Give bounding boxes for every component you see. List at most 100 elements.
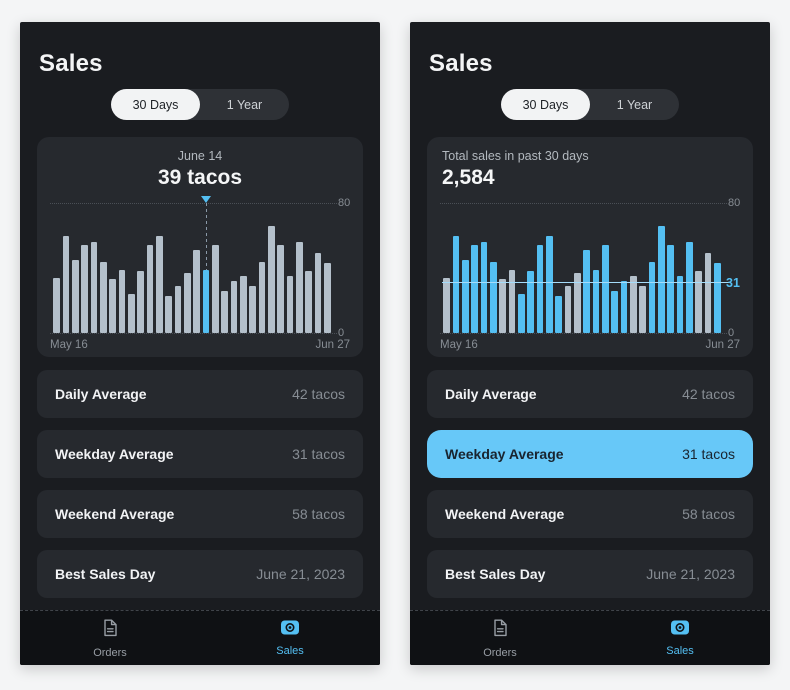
x-axis-labels: May 16 Jun 27 [440, 339, 740, 351]
bar[interactable] [564, 285, 572, 333]
stats-list: Daily Average 42 tacos Weekday Average 3… [37, 370, 363, 610]
tab-label: Orders [483, 646, 517, 659]
total-sales-caption: Total sales in past 30 days [442, 149, 589, 163]
segment-1-year[interactable]: 1 Year [226, 97, 263, 112]
bar[interactable] [527, 271, 535, 333]
bar[interactable] [499, 279, 507, 333]
bar[interactable] [713, 263, 721, 333]
bar[interactable] [183, 272, 191, 333]
bar[interactable] [517, 294, 525, 333]
tab-sales[interactable]: Sales [200, 611, 380, 665]
gridline-80 [440, 203, 727, 204]
bar[interactable] [555, 295, 563, 333]
bar[interactable] [471, 245, 479, 333]
bar[interactable] [99, 261, 107, 333]
bar[interactable] [146, 245, 154, 333]
stat-row-weekend-average[interactable]: Weekend Average 58 tacos [37, 490, 363, 538]
document-icon [490, 618, 510, 643]
bar[interactable] [62, 235, 70, 333]
bar[interactable] [267, 225, 275, 333]
tab-sales[interactable]: Sales [590, 611, 770, 665]
bar[interactable] [536, 245, 544, 333]
bar[interactable] [639, 285, 647, 333]
bar[interactable] [137, 271, 145, 333]
bar[interactable] [443, 277, 451, 333]
bar[interactable] [71, 259, 79, 333]
bar[interactable] [109, 279, 117, 333]
segment-30-days[interactable]: 30 Days [111, 89, 200, 120]
bar[interactable] [286, 276, 294, 333]
bar[interactable] [323, 263, 331, 333]
bar[interactable] [211, 245, 219, 333]
bottom-tab-bar: Orders Sales [20, 610, 380, 665]
bar[interactable] [155, 235, 163, 333]
stat-row-daily-average[interactable]: Daily Average 42 tacos [427, 370, 753, 418]
bar[interactable] [452, 235, 460, 333]
cash-icon [280, 619, 300, 641]
bar[interactable] [53, 277, 61, 333]
bar[interactable] [489, 261, 497, 333]
bar[interactable] [314, 253, 322, 333]
bar[interactable] [221, 290, 229, 333]
bar[interactable] [480, 242, 488, 333]
bar[interactable] [305, 271, 313, 333]
y-axis-tick-80: 80 [728, 197, 741, 209]
bar[interactable] [249, 285, 257, 333]
bar[interactable] [629, 276, 637, 333]
bar[interactable] [239, 276, 247, 333]
bar[interactable] [667, 245, 675, 333]
bar[interactable] [258, 261, 266, 333]
bar[interactable] [118, 269, 126, 333]
bar[interactable] [508, 269, 516, 333]
bar[interactable] [704, 253, 712, 333]
stat-row-weekday-average-highlighted[interactable]: Weekday Average 31 tacos [427, 430, 753, 478]
bar[interactable] [193, 250, 201, 333]
bar[interactable] [127, 294, 135, 333]
bar-chart[interactable] [442, 203, 731, 333]
stat-row-best-sales-day[interactable]: Best Sales Day June 21, 2023 [427, 550, 753, 598]
bar[interactable] [461, 259, 469, 333]
bar[interactable] [230, 281, 238, 333]
bar[interactable] [90, 242, 98, 333]
bar[interactable] [620, 281, 628, 333]
stat-row-weekend-average[interactable]: Weekend Average 58 tacos [427, 490, 753, 538]
selected-date-label: June 14 [177, 149, 223, 163]
gridline-80 [50, 203, 337, 204]
bar[interactable] [601, 245, 609, 333]
bar[interactable] [295, 242, 303, 333]
bar[interactable] [81, 245, 89, 333]
stat-value: 42 tacos [682, 386, 735, 402]
tab-label: Orders [93, 646, 127, 659]
bar[interactable] [676, 276, 684, 333]
bar[interactable] [277, 245, 285, 333]
bar-chart[interactable] [52, 196, 332, 333]
bar[interactable] [545, 235, 553, 333]
stat-value: 58 tacos [682, 506, 735, 522]
bar[interactable] [657, 225, 665, 333]
x-axis-end-label: Jun 27 [705, 339, 740, 351]
tab-orders[interactable]: Orders [20, 611, 200, 665]
bar[interactable] [695, 271, 703, 333]
stat-row-best-sales-day[interactable]: Best Sales Day June 21, 2023 [37, 550, 363, 598]
bar[interactable] [174, 285, 182, 333]
time-range-segmented-control: 30 Days 1 Year [111, 89, 289, 120]
bar[interactable] [648, 261, 656, 333]
bar[interactable] [611, 290, 619, 333]
stat-row-weekday-average[interactable]: Weekday Average 31 tacos [37, 430, 363, 478]
stat-row-daily-average[interactable]: Daily Average 42 tacos [37, 370, 363, 418]
stat-label: Daily Average [445, 386, 537, 402]
stat-label: Best Sales Day [445, 566, 546, 582]
bar[interactable] [573, 272, 581, 333]
bar[interactable] [583, 250, 591, 333]
bar[interactable] [685, 242, 693, 333]
tab-orders[interactable]: Orders [410, 611, 590, 665]
average-line [442, 281, 731, 284]
selected-bar[interactable] [202, 269, 210, 333]
segment-1-year[interactable]: 1 Year [616, 97, 653, 112]
stat-label: Best Sales Day [55, 566, 156, 582]
bar[interactable] [592, 269, 600, 333]
segment-30-days[interactable]: 30 Days [501, 89, 590, 120]
stat-label: Weekday Average [445, 446, 564, 462]
x-axis-start-label: May 16 [50, 339, 88, 351]
bar[interactable] [165, 295, 173, 333]
